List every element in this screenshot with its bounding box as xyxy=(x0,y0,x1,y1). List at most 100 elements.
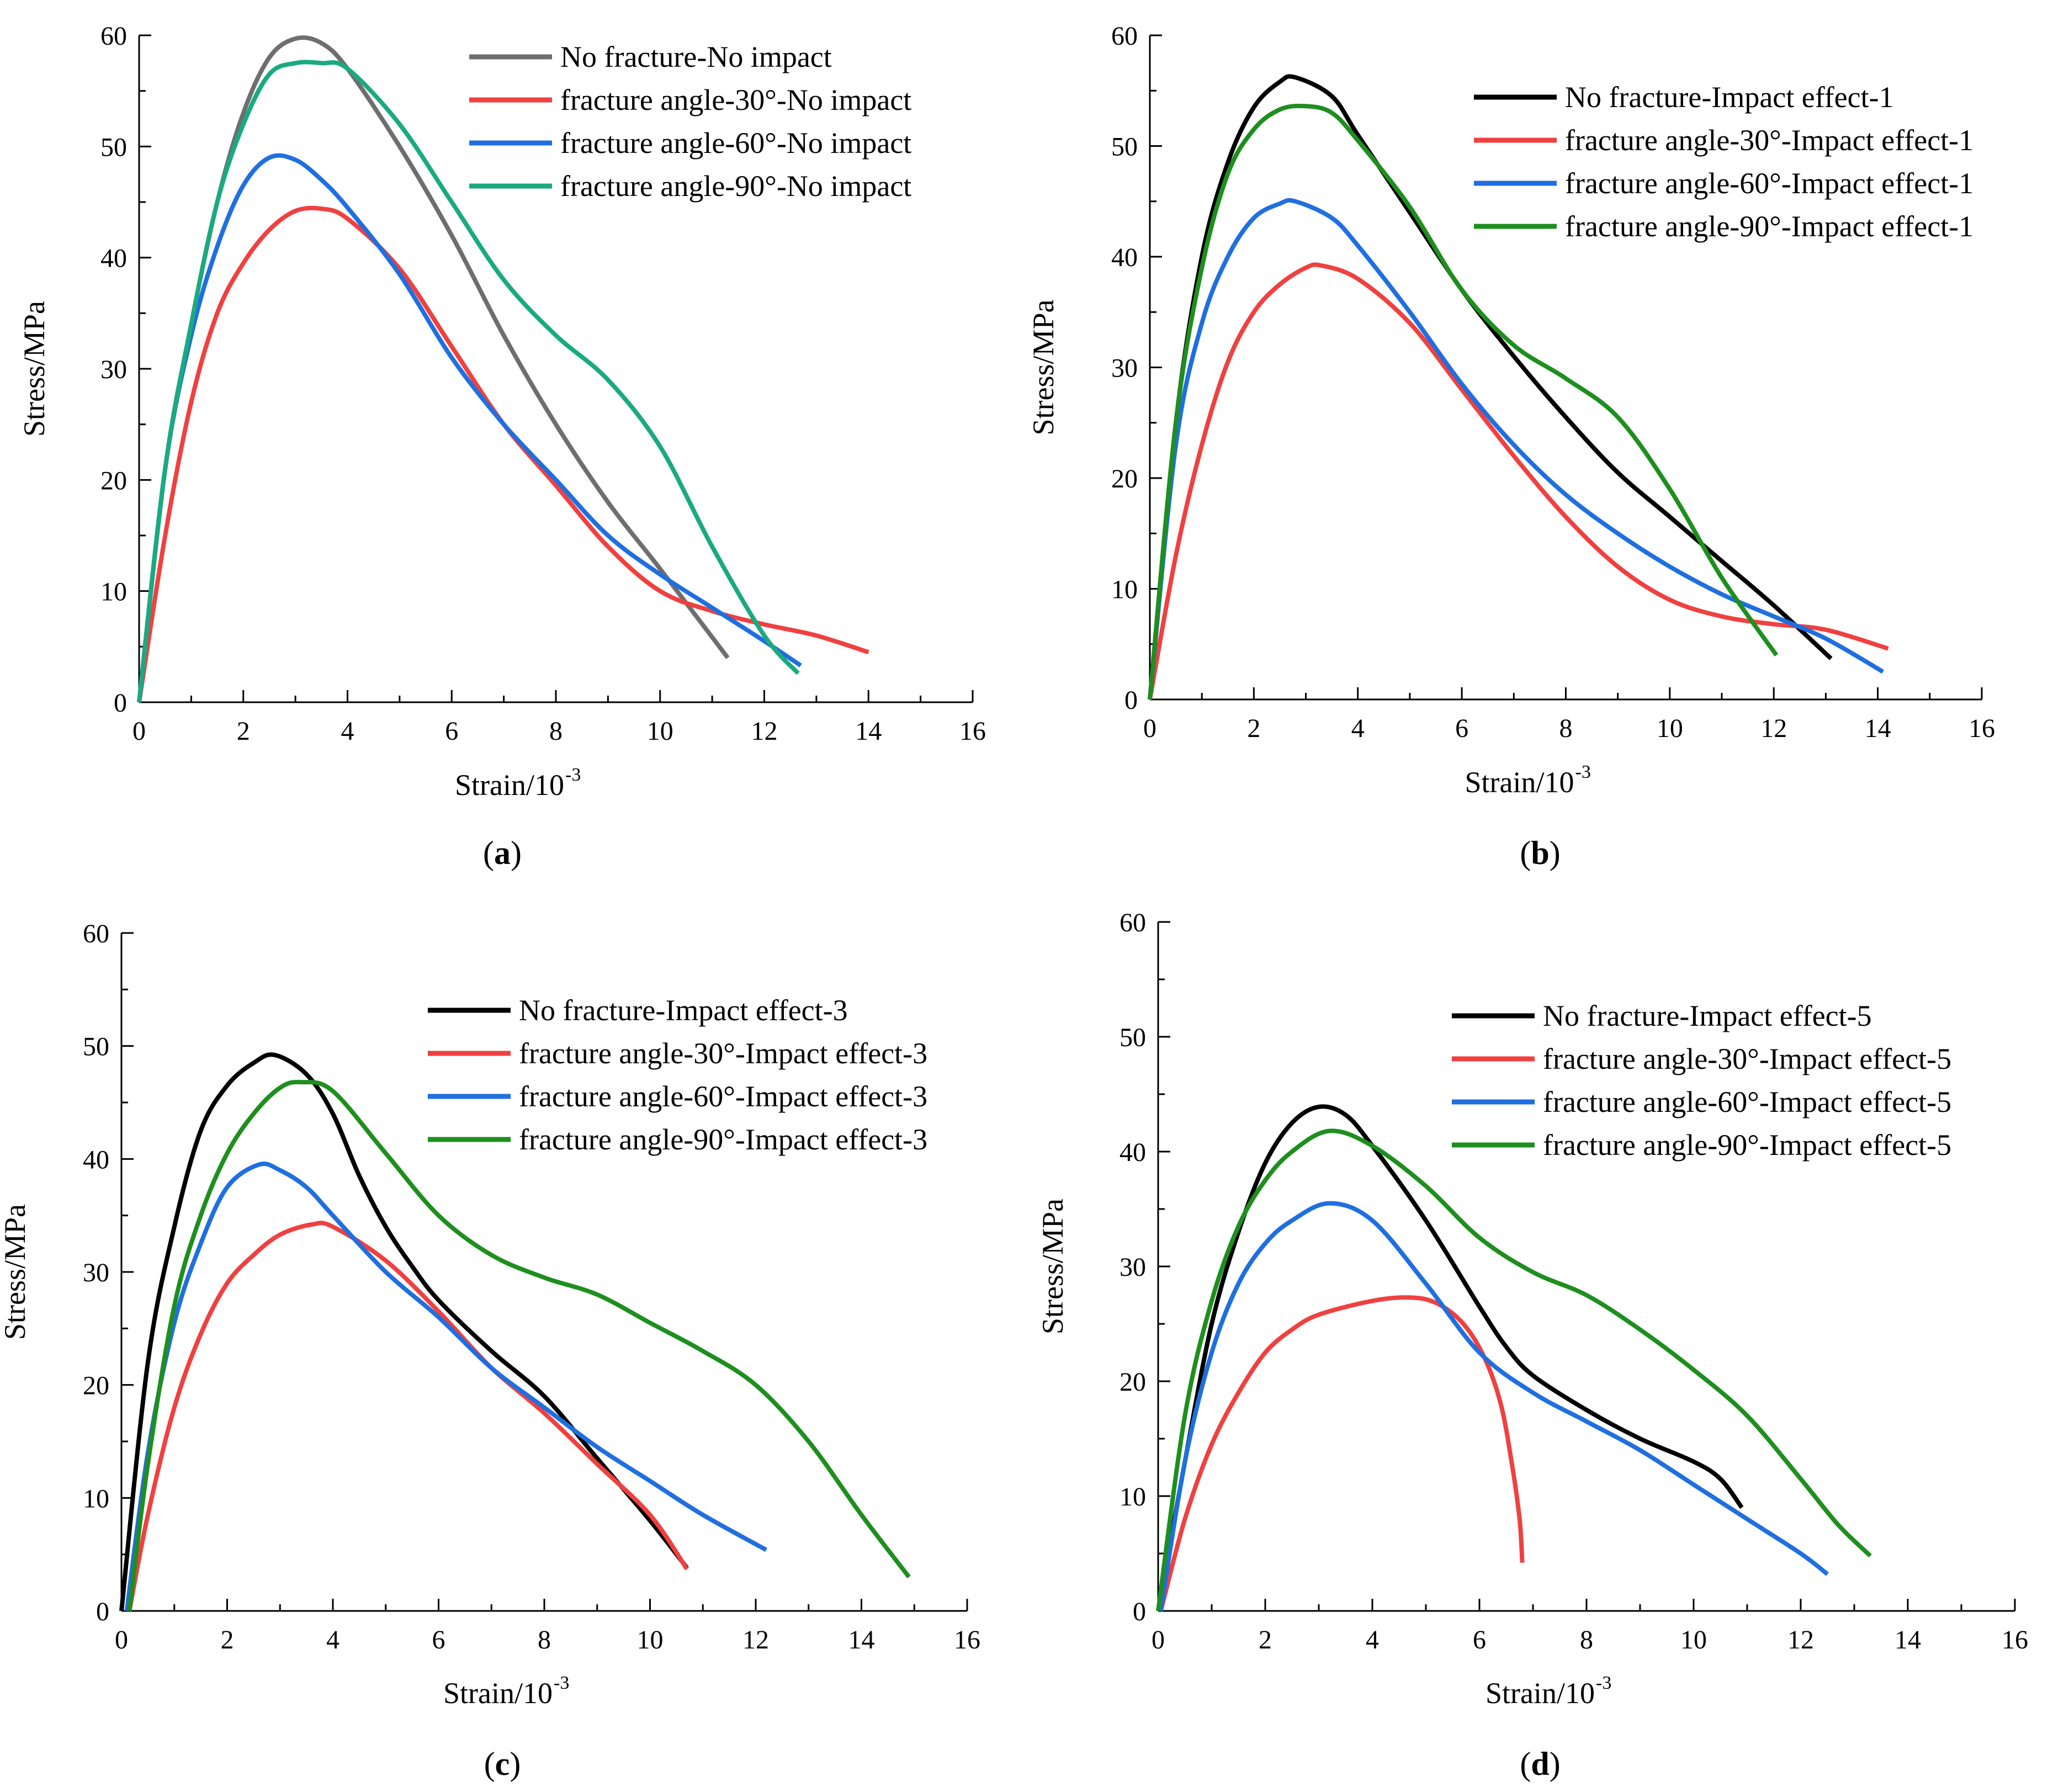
x-tick-label: 12 xyxy=(742,1625,769,1655)
y-tick-label: 20 xyxy=(1111,464,1138,494)
x-tick-label: 2 xyxy=(1259,1625,1272,1655)
y-tick-label: 0 xyxy=(114,688,127,718)
panel-label-b: (b) xyxy=(1520,835,1560,871)
legend-label: fracture angle-30°-Impact effect-5 xyxy=(1543,1042,1951,1075)
legend-label: fracture angle-60°-Impact effect-3 xyxy=(519,1080,927,1113)
x-tick-label: 0 xyxy=(115,1625,128,1655)
x-axis-title: Strain/10 xyxy=(1485,1677,1595,1710)
x-tick-label: 6 xyxy=(1473,1625,1486,1655)
x-axis-title-superscript: -3 xyxy=(1575,762,1591,782)
legend-label: No fracture-Impact effect-5 xyxy=(1543,999,1872,1032)
x-tick-label: 8 xyxy=(549,717,563,746)
y-tick-label: 40 xyxy=(83,1145,109,1174)
x-tick-label: 8 xyxy=(1580,1625,1593,1655)
x-tick-label: 0 xyxy=(1152,1625,1165,1655)
series-line xyxy=(127,1079,911,1611)
series-line xyxy=(137,60,800,703)
legend-label: fracture angle-90°-No impact xyxy=(560,169,911,203)
x-tick-label: 4 xyxy=(1366,1625,1379,1655)
y-axis-title: Stress/MPa xyxy=(0,1204,31,1340)
x-tick-label: 6 xyxy=(445,717,458,746)
chart-panel-a: 0 2 4 6 8 10 12 14 16 0 10 20 30 40 50 60 Strain/10 -3 Str… xyxy=(18,22,986,802)
series-line xyxy=(1158,1201,1829,1611)
x-tick-label: 12 xyxy=(1787,1625,1814,1655)
legend-label: fracture angle-60°-Impact effect-5 xyxy=(1543,1085,1951,1118)
legend-label: fracture angle-30°-Impact effect-1 xyxy=(1565,124,1973,157)
y-tick-label: 50 xyxy=(1119,1023,1146,1052)
x-tick-label: 14 xyxy=(848,1625,875,1655)
y-tick-label: 0 xyxy=(1133,1597,1146,1626)
x-tick-label: 14 xyxy=(1895,1625,1921,1655)
x-tick-label: 10 xyxy=(1657,714,1683,743)
legend-label: fracture angle-90°-Impact effect-3 xyxy=(519,1123,927,1156)
x-axis-title-superscript: -3 xyxy=(1596,1673,1611,1693)
x-axis-title: Strain/10 xyxy=(443,1677,553,1710)
y-tick-label: 20 xyxy=(1119,1367,1146,1397)
x-tick-label: 2 xyxy=(221,1625,234,1655)
y-tick-label: 30 xyxy=(100,355,127,384)
y-axis-title: Stress/MPa xyxy=(1036,1199,1069,1334)
x-tick-label: 4 xyxy=(341,717,354,746)
x-axis-title-superscript: -3 xyxy=(565,765,581,785)
x-tick-label: 2 xyxy=(237,717,250,746)
panel-label-c: (c) xyxy=(484,1746,521,1782)
y-tick-label: 0 xyxy=(1124,686,1138,715)
y-tick-label: 0 xyxy=(96,1597,109,1626)
y-tick-label: 60 xyxy=(1111,22,1138,51)
y-tick-label: 30 xyxy=(1111,354,1138,383)
legend-label: No fracture-Impact effect-1 xyxy=(1565,81,1894,114)
panel-label-d: (d) xyxy=(1520,1746,1560,1782)
x-axis-title: Strain/10 xyxy=(1465,766,1574,799)
legend-label: No fracture-Impact effect-3 xyxy=(519,994,848,1027)
y-tick-label: 20 xyxy=(100,466,127,495)
x-tick-label: 0 xyxy=(1143,714,1156,743)
y-axis-title: Stress/MPa xyxy=(18,301,51,437)
x-tick-label: 16 xyxy=(1969,714,1995,743)
x-tick-label: 10 xyxy=(637,1625,664,1655)
y-tick-label: 40 xyxy=(100,244,127,273)
chart-panel-c: 0 2 4 6 8 10 12 14 16 0 10 20 30 40 50 60 Strain/10 -3 Str… xyxy=(0,919,980,1710)
legend-label: No fracture-No impact xyxy=(560,40,832,73)
x-axis-title-superscript: -3 xyxy=(554,1673,569,1693)
x-tick-label: 8 xyxy=(538,1625,551,1655)
y-tick-label: 10 xyxy=(100,577,127,607)
x-tick-label: 16 xyxy=(959,717,986,746)
series-line xyxy=(137,205,869,703)
series-line xyxy=(1148,198,1885,700)
legend-label: fracture angle-30°-Impact effect-3 xyxy=(519,1037,927,1070)
x-tick-label: 2 xyxy=(1247,714,1260,743)
x-tick-label: 12 xyxy=(751,717,778,746)
x-tick-label: 8 xyxy=(1559,714,1573,743)
series-line xyxy=(124,1162,768,1611)
x-tick-label: 14 xyxy=(1865,714,1891,743)
x-tick-label: 16 xyxy=(954,1625,980,1655)
x-tick-label: 6 xyxy=(1455,714,1468,743)
series-line xyxy=(119,1052,689,1611)
x-tick-label: 0 xyxy=(132,717,146,746)
panel-label-a: (a) xyxy=(483,835,522,871)
x-tick-label: 12 xyxy=(1760,714,1787,743)
y-tick-label: 20 xyxy=(83,1371,109,1401)
y-tick-label: 50 xyxy=(83,1032,109,1062)
series-line xyxy=(127,1221,689,1611)
y-tick-label: 60 xyxy=(100,22,127,51)
y-tick-label: 10 xyxy=(83,1484,109,1513)
y-axis-title: Stress/MPa xyxy=(1027,299,1060,435)
legend-label: fracture angle-60°-No impact xyxy=(560,126,911,160)
y-tick-label: 50 xyxy=(100,132,127,162)
y-tick-label: 10 xyxy=(1119,1482,1146,1512)
x-tick-label: 10 xyxy=(1680,1625,1707,1655)
legend-label: fracture angle-60°-Impact effect-1 xyxy=(1565,167,1973,200)
x-tick-label: 4 xyxy=(326,1625,339,1655)
series-line xyxy=(1148,262,1889,700)
y-tick-label: 30 xyxy=(83,1258,109,1287)
x-tick-label: 16 xyxy=(2002,1625,2028,1655)
x-tick-label: 4 xyxy=(1351,714,1365,743)
y-tick-label: 50 xyxy=(1111,132,1138,162)
series-line xyxy=(1148,103,1779,700)
x-tick-label: 6 xyxy=(432,1625,445,1655)
legend-label: fracture angle-30°-No impact xyxy=(560,83,911,116)
y-tick-label: 60 xyxy=(1119,908,1146,937)
